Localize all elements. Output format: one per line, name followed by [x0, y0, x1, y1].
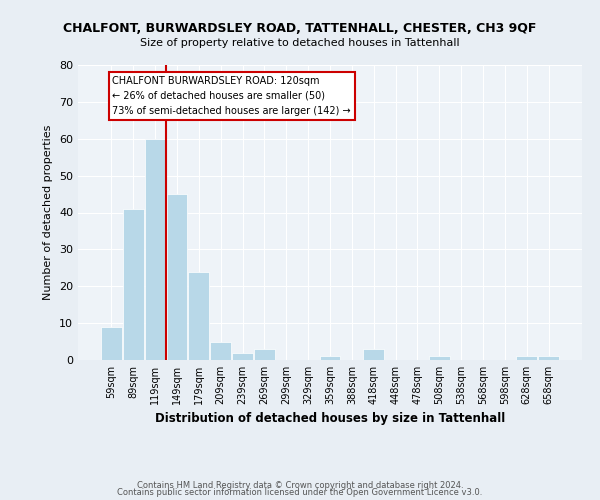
Text: CHALFONT, BURWARDSLEY ROAD, TATTENHALL, CHESTER, CH3 9QF: CHALFONT, BURWARDSLEY ROAD, TATTENHALL, …	[64, 22, 536, 36]
Bar	[101, 327, 122, 360]
Bar	[232, 352, 253, 360]
Bar	[167, 194, 187, 360]
Y-axis label: Number of detached properties: Number of detached properties	[43, 125, 53, 300]
X-axis label: Distribution of detached houses by size in Tattenhall: Distribution of detached houses by size …	[155, 412, 505, 426]
Bar	[123, 209, 143, 360]
Bar	[429, 356, 450, 360]
Text: CHALFONT BURWARDSLEY ROAD: 120sqm
← 26% of detached houses are smaller (50)
73% : CHALFONT BURWARDSLEY ROAD: 120sqm ← 26% …	[112, 76, 351, 116]
Bar	[364, 349, 384, 360]
Text: Size of property relative to detached houses in Tattenhall: Size of property relative to detached ho…	[140, 38, 460, 48]
Bar	[188, 272, 209, 360]
Text: Contains public sector information licensed under the Open Government Licence v3: Contains public sector information licen…	[118, 488, 482, 497]
Bar	[254, 349, 275, 360]
Bar	[320, 356, 340, 360]
Bar	[210, 342, 231, 360]
Bar	[145, 138, 166, 360]
Bar	[538, 356, 559, 360]
Text: Contains HM Land Registry data © Crown copyright and database right 2024.: Contains HM Land Registry data © Crown c…	[137, 480, 463, 490]
Bar	[517, 356, 537, 360]
